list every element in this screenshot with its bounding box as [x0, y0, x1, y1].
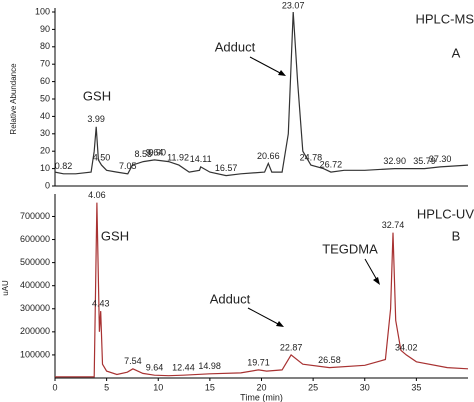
panel-label: A	[452, 45, 461, 60]
annotation: TEGDMA	[322, 241, 378, 256]
peak-label: 32.74	[382, 220, 405, 230]
panel-label: B	[452, 228, 461, 243]
peak-label: 23.07	[282, 0, 305, 10]
peak-label: 14.98	[198, 361, 221, 371]
peak-label: 24.78	[300, 152, 323, 162]
peak-label: 35.79	[413, 156, 436, 166]
y-tick-label: 300000	[20, 303, 50, 313]
arrow-head	[278, 70, 286, 76]
x-tick-label: 5	[104, 382, 109, 392]
instrument-label: HPLC-UV	[417, 206, 474, 221]
instrument-label: HPLC-MS	[415, 11, 474, 26]
peak-label: 0.82	[55, 161, 73, 171]
annotation: GSH	[101, 228, 129, 243]
y-tick-label: 700000	[20, 211, 50, 221]
peak-label: 37.30	[429, 154, 452, 164]
annotation: GSH	[83, 88, 111, 103]
y-tick-label: 400000	[20, 280, 50, 290]
y-tick-label: 60	[40, 76, 50, 86]
x-tick-label: 35	[411, 382, 421, 392]
x-tick-label: 25	[308, 382, 318, 392]
y-axis-label: uAU	[1, 280, 10, 296]
y-tick-label: 500000	[20, 257, 50, 267]
peak-label: 3.99	[87, 114, 105, 124]
peak-label: 32.90	[383, 156, 406, 166]
y-tick-label: 50	[40, 93, 50, 103]
y-axis-label: Relative Abundance	[9, 63, 18, 135]
peak-label: 34.02	[395, 342, 418, 352]
y-tick-label: 30	[40, 128, 50, 138]
x-tick-label: 30	[360, 382, 370, 392]
peak-label: 19.71	[247, 357, 270, 367]
y-tick-label: 40	[40, 111, 50, 121]
x-tick-label: 0	[52, 382, 57, 392]
y-tick-label: 100000	[20, 349, 50, 359]
y-tick-label: 90	[40, 24, 50, 34]
peak-label: 4.43	[92, 298, 110, 308]
peak-label: 12.44	[172, 363, 195, 373]
peak-label: 9.64	[146, 147, 164, 157]
peak-label: 26.58	[318, 355, 341, 365]
trace	[55, 202, 469, 378]
peak-label: 9.90	[148, 147, 166, 157]
y-tick-label: 0	[45, 180, 50, 190]
peak-label: 7.54	[124, 356, 142, 366]
y-tick-label: 10	[40, 163, 50, 173]
peak-label: 26.72	[320, 159, 343, 169]
annotation: Adduct	[210, 291, 251, 306]
peak-label: 9.64	[146, 363, 164, 373]
arrow	[247, 307, 281, 326]
y-tick-label: 20	[40, 146, 50, 156]
x-axis-label: Time (min)	[240, 392, 283, 402]
peak-label: 8.55	[135, 149, 153, 159]
arrow-head	[276, 321, 284, 327]
y-tick-label: 600000	[20, 234, 50, 244]
x-tick-label: 10	[153, 382, 163, 392]
y-tick-label: 200000	[20, 326, 50, 336]
arrow	[364, 258, 378, 281]
peak-label: 11.92	[167, 152, 189, 162]
annotation: Adduct	[215, 39, 256, 54]
y-tick-label: 70	[40, 59, 50, 69]
peak-label: 7.05	[119, 161, 137, 171]
peak-label: 4.06	[88, 190, 106, 200]
y-tick-label: 100	[35, 6, 50, 16]
trace	[54, 11, 469, 177]
peak-label: 14.11	[190, 154, 212, 164]
peak-label: 20.66	[257, 151, 280, 161]
x-tick-label: 15	[205, 382, 215, 392]
y-tick-label: 80	[40, 41, 50, 51]
peak-label: 22.87	[280, 342, 303, 352]
arrow-head	[373, 277, 380, 285]
peak-label: 16.57	[215, 163, 238, 173]
peak-label: 4.50	[93, 152, 111, 162]
x-tick-label: 20	[256, 382, 266, 392]
arrow	[249, 56, 283, 75]
